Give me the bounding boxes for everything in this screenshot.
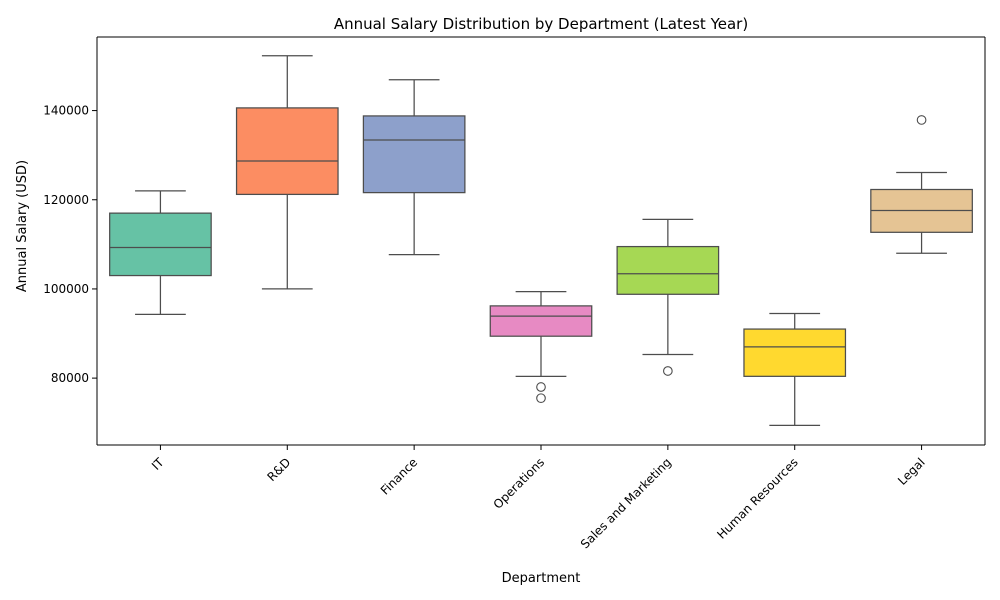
box-sales-and-marketing [616,245,720,295]
x-tick-label: Legal [895,455,928,488]
box-operations [489,305,593,337]
x-tick-label: Sales and Marketing [578,455,674,551]
outlier-point [536,382,546,392]
box-r-d [235,107,339,196]
box-it [109,212,212,277]
outlier-point [536,393,546,404]
chart-title: Annual Salary Distribution by Department… [334,15,748,33]
box-finance [362,115,466,194]
outlier-point [663,366,673,376]
y-tick-label: 140000 [43,104,89,118]
y-tick-label: 100000 [43,282,89,296]
x-tick-label: Human Resources [714,455,801,542]
x-tick-label: R&D [264,455,293,484]
y-axis-label: Annual Salary (USD) [15,160,30,292]
x-axis-label: Department [502,571,581,586]
x-tick-label: Operations [491,455,548,512]
y-tick-label: 80000 [51,371,89,385]
x-tick-label: Finance [378,455,420,497]
plot-area: 80000 100000 120000 140000 IT R&D Finance Opera… [43,36,986,551]
box-human-resources [743,328,847,377]
outlier-point [916,115,927,125]
y-tick-label: 120000 [43,193,89,207]
x-tick-label: IT [149,455,167,473]
